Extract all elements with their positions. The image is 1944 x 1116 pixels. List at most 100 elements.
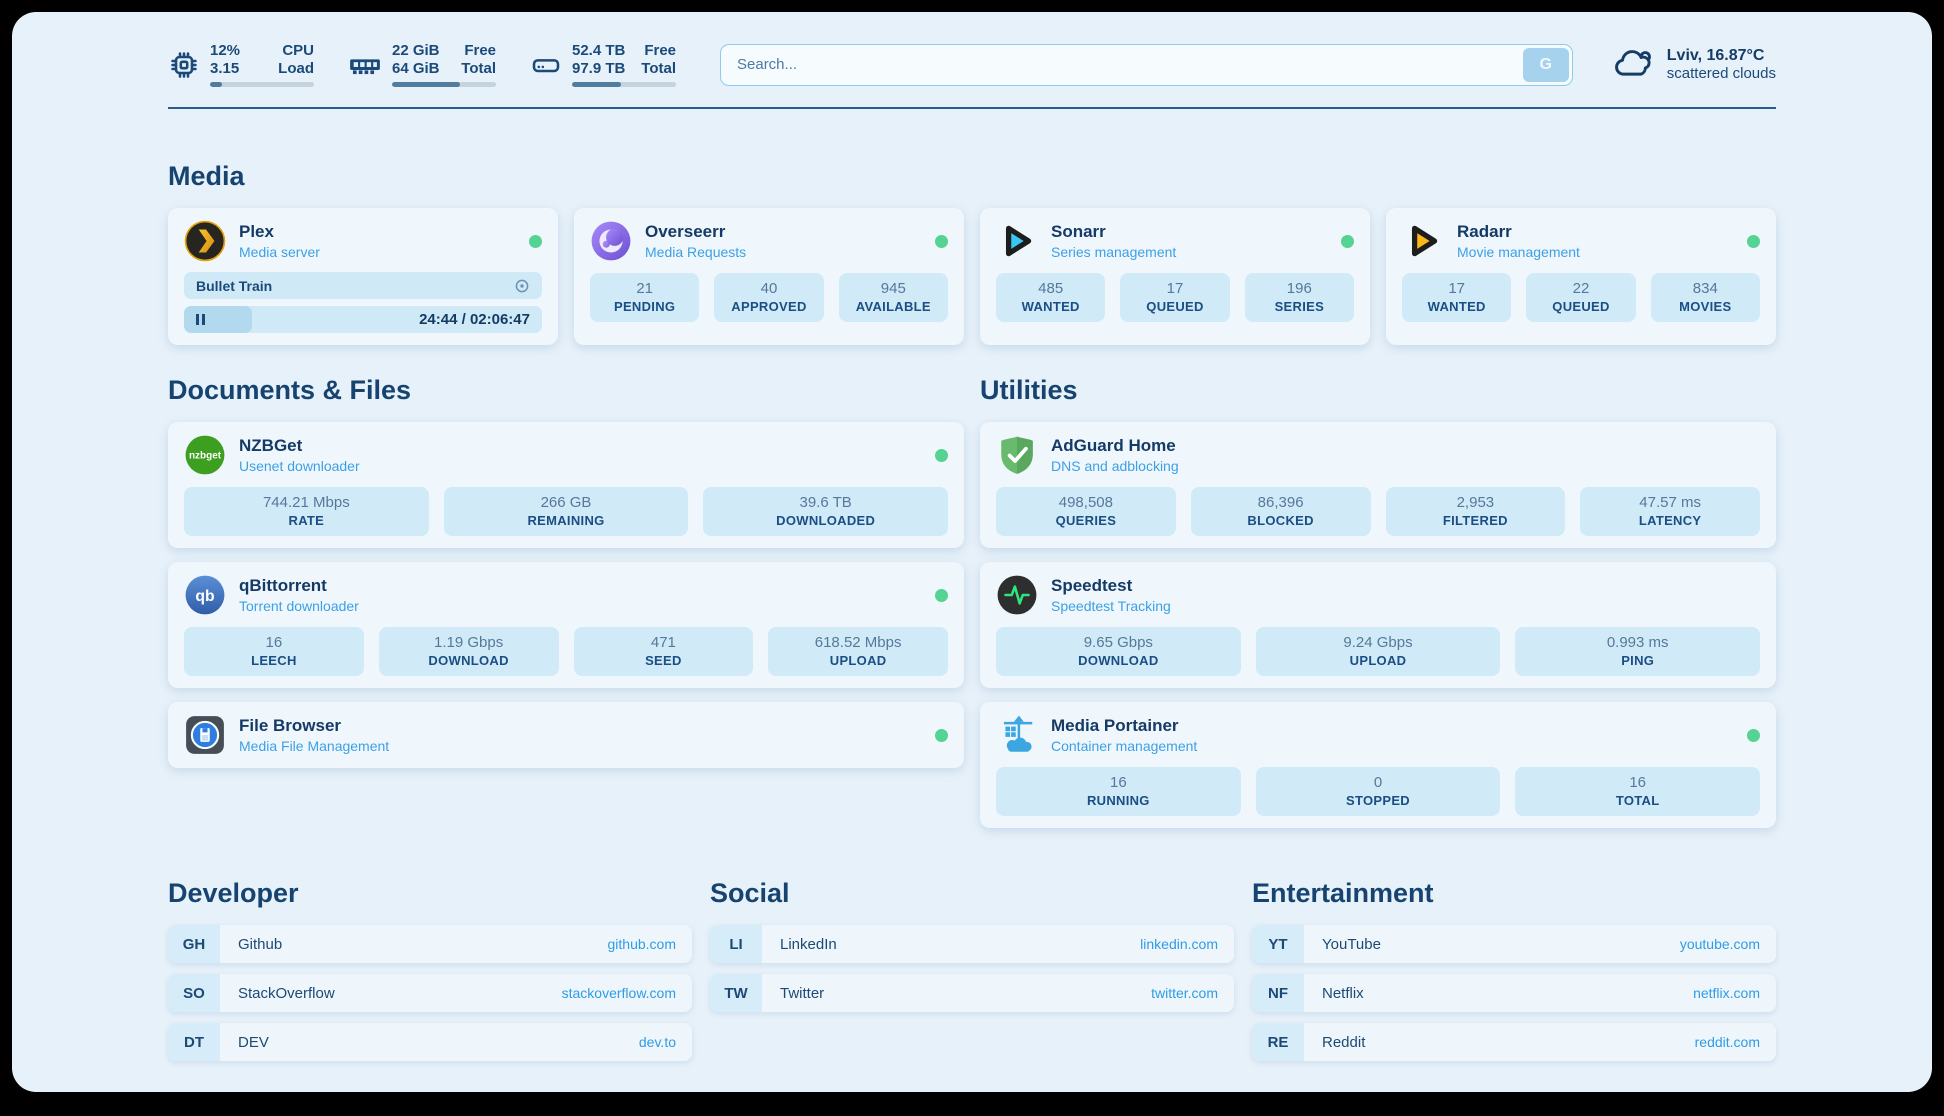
- link-linkedin[interactable]: LI LinkedIn linkedin.com: [710, 925, 1234, 963]
- app-card-adguard-home[interactable]: AdGuard Home DNS and adblocking 498,508 …: [980, 422, 1776, 548]
- stat-label: SEED: [645, 653, 682, 668]
- stat-label: Free: [464, 42, 496, 59]
- link-name: YouTube: [1322, 935, 1381, 953]
- filebrowser-icon: [184, 714, 226, 756]
- stat-value: 266 GB: [540, 494, 592, 511]
- stat-value: 196: [1286, 280, 1312, 297]
- status-indicator: [935, 234, 948, 248]
- usage-bar: [210, 82, 314, 87]
- link-name: Netflix: [1322, 984, 1364, 1002]
- stat-label: WANTED: [1427, 299, 1486, 314]
- status-indicator: [935, 588, 948, 602]
- svg-text:nzbget: nzbget: [189, 451, 222, 462]
- weather-condition: scattered clouds: [1666, 65, 1776, 82]
- stat-label: CPU: [282, 42, 314, 59]
- app-name: NZBGet: [239, 436, 303, 455]
- app-name: Radarr: [1457, 222, 1512, 241]
- app-card-plex[interactable]: Plex Media server Bullet Train 24:44 / 0…: [168, 208, 558, 345]
- section-utilities: Utilities AdGuard Home DNS and adblockin…: [980, 375, 1776, 828]
- search-bar: G: [720, 43, 1573, 86]
- radarr-icon: [1402, 220, 1444, 262]
- app-subtitle: Series management: [1051, 244, 1177, 260]
- stat-value: 9.24 Gbps: [1343, 634, 1413, 651]
- link-name: DEV: [238, 1033, 269, 1051]
- app-subtitle: Media server: [239, 244, 320, 260]
- stat-label: UPLOAD: [1349, 653, 1407, 668]
- link-reddit[interactable]: RE Reddit reddit.com: [1252, 1023, 1776, 1061]
- stat-label: UPLOAD: [829, 653, 887, 668]
- link-abbreviation: DT: [168, 1023, 220, 1061]
- adguard-icon: [996, 434, 1038, 476]
- stat-value: 52.4 TB: [572, 42, 626, 59]
- link-dev[interactable]: DT DEV dev.to: [168, 1023, 692, 1061]
- stat-value: 64 GiB: [392, 60, 440, 77]
- stat-label: TOTAL: [1615, 793, 1660, 808]
- app-card-speedtest[interactable]: Speedtest Speedtest Tracking 9.65 Gbps D…: [980, 562, 1776, 688]
- section-title: Media: [168, 161, 245, 191]
- now-playing-row: Bullet Train: [184, 272, 542, 299]
- speedtest-icon: [996, 574, 1038, 616]
- link-abbreviation: RE: [1252, 1023, 1304, 1061]
- settings-icon[interactable]: [514, 278, 530, 294]
- app-card-overseerr[interactable]: Overseerr Media Requests 21 PENDING 40 A…: [574, 208, 964, 345]
- stat-chip: 471 SEED: [573, 627, 754, 676]
- weather-location: Lviv, 16.87°C: [1666, 47, 1765, 64]
- stat-label: MOVIES: [1679, 299, 1732, 314]
- app-card-radarr[interactable]: Radarr Movie management 17 WANTED 22 QUE…: [1386, 208, 1776, 345]
- link-netflix[interactable]: NF Netflix netflix.com: [1252, 974, 1776, 1012]
- stat-chip: 47.57 ms LATENCY: [1580, 487, 1760, 536]
- stat-chip: 2,953 FILTERED: [1385, 487, 1566, 536]
- cpu-stat: 12% CPU 3.15 Load: [168, 42, 314, 87]
- stat-label: DOWNLOAD: [1078, 653, 1159, 668]
- status-indicator: [529, 234, 542, 248]
- stat-value: 21: [636, 280, 653, 297]
- search-engine-button[interactable]: G: [1522, 47, 1569, 82]
- search-input[interactable]: [720, 43, 1573, 86]
- stat-label: APPROVED: [731, 299, 807, 314]
- stat-label: LEECH: [251, 653, 297, 668]
- app-card-sonarr[interactable]: Sonarr Series management 485 WANTED 17 Q…: [980, 208, 1370, 345]
- stat-label: Total: [461, 60, 496, 77]
- stat-label: RATE: [288, 513, 325, 528]
- link-url: netflix.com: [1693, 985, 1760, 1001]
- link-name: Reddit: [1322, 1033, 1366, 1051]
- stat-value: 0: [1373, 774, 1383, 791]
- disk-icon: [530, 49, 562, 81]
- link-stackoverflow[interactable]: SO StackOverflow stackoverflow.com: [168, 974, 692, 1012]
- stat-value: 834: [1692, 280, 1718, 297]
- section-title: Developer: [168, 878, 299, 908]
- stat-value: 1.19 Gbps: [434, 634, 504, 651]
- disk-stat: 52.4 TB Free 97.9 TB Total: [530, 42, 676, 87]
- app-name: AdGuard Home: [1051, 436, 1176, 455]
- stat-label: LATENCY: [1638, 513, 1702, 528]
- link-twitter[interactable]: TW Twitter twitter.com: [710, 974, 1234, 1012]
- playback-progress-bar: 24:44 / 02:06:47: [184, 306, 542, 333]
- app-name: File Browser: [239, 716, 342, 735]
- link-abbreviation: GH: [168, 925, 220, 963]
- stat-chip: 196 SERIES: [1244, 273, 1354, 322]
- stat-chip: 17 WANTED: [1402, 273, 1512, 322]
- stat-label: BLOCKED: [1247, 513, 1314, 528]
- ram-stat: 22 GiB Free 64 GiB Total: [348, 42, 496, 87]
- stat-value: 618.52 Mbps: [814, 634, 902, 651]
- link-youtube[interactable]: YT YouTube youtube.com: [1252, 925, 1776, 963]
- stat-label: QUEUED: [1552, 299, 1610, 314]
- app-subtitle: DNS and adblocking: [1051, 458, 1179, 474]
- app-card-nzbget[interactable]: nzbget NZBGet Usenet downloader 744.21 M…: [168, 422, 964, 548]
- stat-chip: 945 AVAILABLE: [838, 273, 948, 322]
- status-indicator: [935, 448, 948, 462]
- link-name: Twitter: [780, 984, 825, 1002]
- stat-value: 471: [650, 634, 676, 651]
- link-url: twitter.com: [1151, 985, 1218, 1001]
- top-bar: 12% CPU 3.15 Load 22 GiB Free 64 GiB Tot…: [12, 12, 1932, 87]
- status-indicator: [1747, 728, 1760, 742]
- app-card-qbittorrent[interactable]: qb qBittorrent Torrent downloader 16 LEE…: [168, 562, 964, 688]
- link-github[interactable]: GH Github github.com: [168, 925, 692, 963]
- section-documents-files: Documents & Files nzbget NZBGet Usenet d…: [168, 375, 964, 828]
- section-title: Utilities: [980, 375, 1078, 405]
- app-card-media-portainer[interactable]: Media Portainer Container management 16 …: [980, 702, 1776, 828]
- section-title: Documents & Files: [168, 375, 412, 405]
- weather-widget: Lviv, 16.87°C scattered clouds: [1613, 45, 1776, 84]
- now-playing-title: Bullet Train: [196, 277, 273, 294]
- app-card-file-browser[interactable]: File Browser Media File Management: [168, 702, 964, 768]
